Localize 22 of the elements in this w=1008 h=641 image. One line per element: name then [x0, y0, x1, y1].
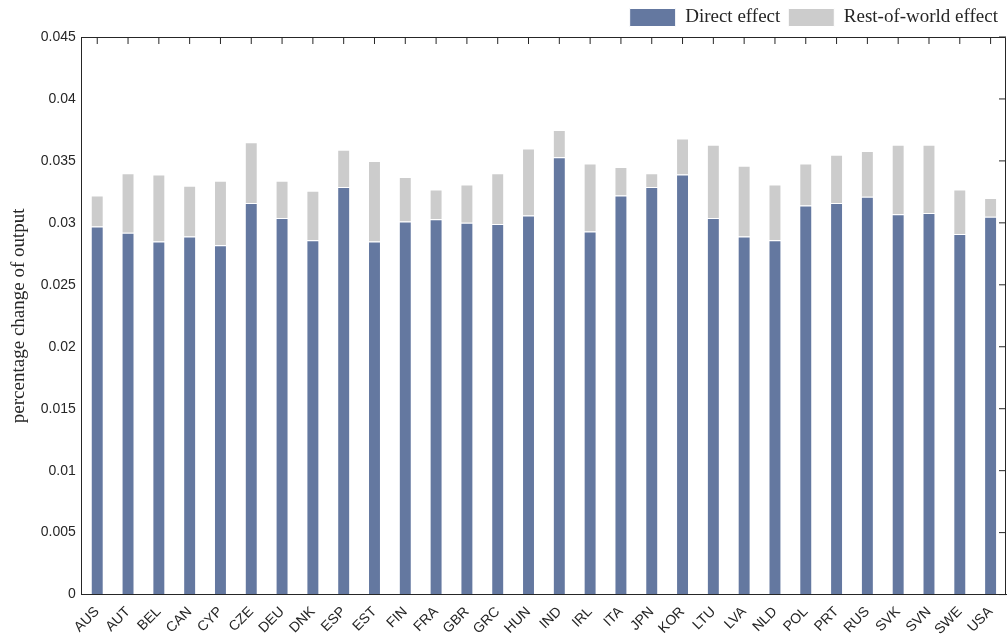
x-tick-label: USA: [963, 602, 996, 635]
y-tick-label: 0.015: [40, 399, 77, 416]
x-tick-label: BEL: [133, 602, 164, 634]
y-tick-label: 0.035: [40, 151, 77, 168]
y-axis-title: percentage change of output: [7, 207, 29, 424]
x-tick-label: POL: [779, 602, 811, 635]
x-tick-label: LVA: [720, 602, 750, 632]
x-tick-label: IRL: [568, 602, 596, 630]
y-tick-label: 0.04: [48, 89, 77, 106]
y-tick-label: 0.005: [40, 523, 77, 540]
x-tick-label: FIN: [382, 603, 411, 631]
x-tick-label: FRA: [409, 602, 442, 635]
x-tick-label: IND: [535, 603, 565, 632]
y-tick-label: 0: [68, 585, 77, 602]
y-tick-label: 0.02: [48, 337, 77, 354]
legend-label: Rest-of-world effect: [843, 5, 999, 27]
y-tick-label: 0.025: [40, 275, 77, 292]
y-tick-label: 0.03: [48, 213, 77, 230]
y-tick-label: 0.01: [48, 461, 77, 478]
x-tick-label: ITA: [599, 602, 627, 630]
legend-label: Direct effect: [685, 5, 781, 27]
y-tick-label: 0.045: [40, 27, 77, 44]
